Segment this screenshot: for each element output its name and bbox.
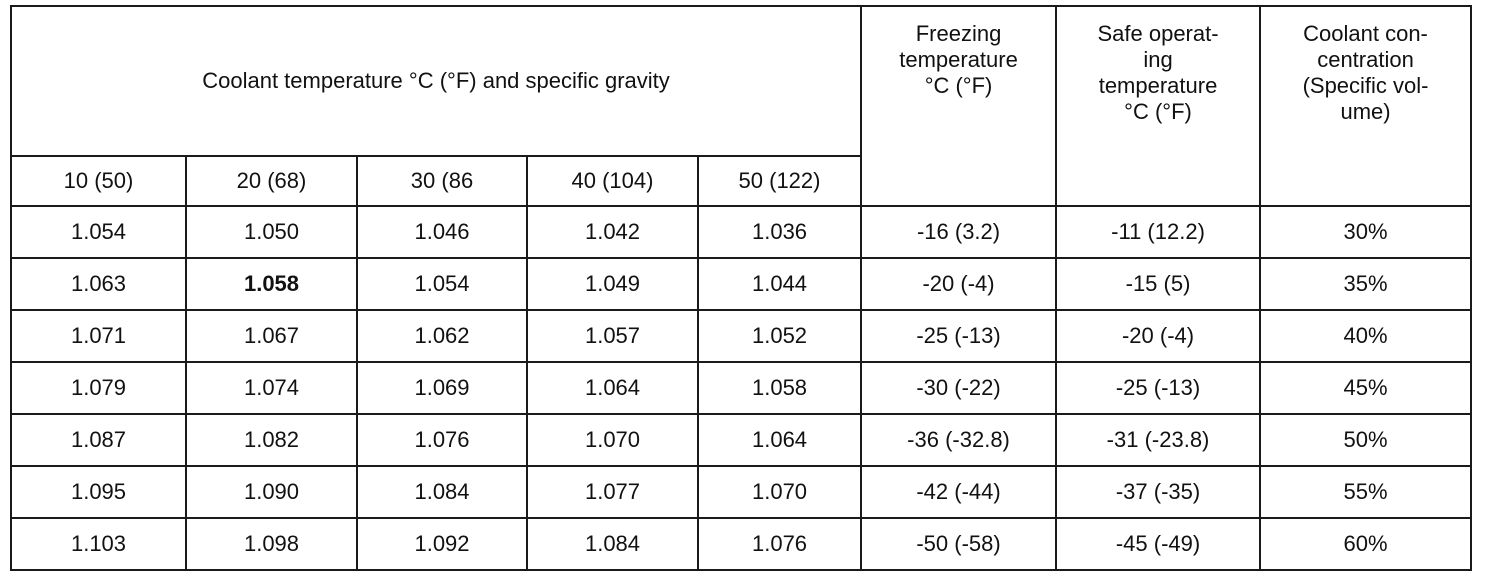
temperature-cell: 20 (68) <box>185 155 358 207</box>
specific-gravity-cell: 1.044 <box>696 257 863 311</box>
safe-operating-temperature-cell: -15 (5) <box>1055 257 1262 311</box>
specific-gravity-cell: 1.092 <box>356 517 528 571</box>
freezing-temperature-cell: -16 (3.2) <box>860 205 1058 259</box>
specific-gravity-cell: 1.054 <box>356 257 528 311</box>
coolant-table: Coolant temperature °C (°F) and specific… <box>9 5 1473 571</box>
header-safe-line: ing <box>1143 47 1173 72</box>
freezing-temperature-cell: -25 (-13) <box>860 309 1058 363</box>
safe-operating-temperature-cell: -45 (-49) <box>1055 517 1262 571</box>
temperature-cell: 10 (50) <box>10 155 187 207</box>
specific-gravity-cell: 1.084 <box>526 517 699 571</box>
specific-gravity-cell: 1.070 <box>526 413 699 467</box>
specific-gravity-cell: 1.052 <box>696 309 863 363</box>
safe-operating-temperature-cell: -25 (-13) <box>1055 361 1262 415</box>
concentration-cell: 40% <box>1259 309 1473 363</box>
specific-gravity-cell: 1.062 <box>356 309 528 363</box>
specific-gravity-cell: 1.046 <box>356 205 528 259</box>
specific-gravity-cell: 1.042 <box>526 205 699 259</box>
specific-gravity-cell: 1.087 <box>10 413 187 467</box>
table-row: 1.071 1.067 1.062 1.057 1.052 -25 (-13) -20 (-… <box>10 309 1473 363</box>
specific-gravity-cell: 1.098 <box>185 517 358 571</box>
specific-gravity-cell: 1.076 <box>356 413 528 467</box>
specific-gravity-cell: 1.057 <box>526 309 699 363</box>
header-safe-line: temperature <box>1098 73 1218 98</box>
specific-gravity-cell: 1.070 <box>696 465 863 519</box>
header-freezing-line: Freezing <box>915 21 1002 46</box>
specific-gravity-cell: 1.054 <box>10 205 187 259</box>
concentration-cell: 45% <box>1259 361 1473 415</box>
specific-gravity-cell: 1.103 <box>10 517 187 571</box>
concentration-cell: 30% <box>1259 205 1473 259</box>
concentration-cell: 60% <box>1259 517 1473 571</box>
specific-gravity-cell: 1.076 <box>696 517 863 571</box>
data-rows: 1.054 1.050 1.046 1.042 1.036 -16 (3.2) -11 (1… <box>10 205 1473 571</box>
specific-gravity-cell: 1.090 <box>185 465 358 519</box>
specific-gravity-cell: 1.071 <box>10 309 187 363</box>
table-row: 1.079 1.074 1.069 1.064 1.058 -30 (-22) -25 (-… <box>10 361 1473 415</box>
temperature-row: 10 (50) 20 (68) 30 (86 40 (104) 50 (122) <box>10 155 1471 207</box>
specific-gravity-cell: 1.077 <box>526 465 699 519</box>
header-safe-line: °C (°F) <box>1124 99 1192 124</box>
specific-gravity-cell: 1.058 <box>696 361 863 415</box>
table-row: 1.054 1.050 1.046 1.042 1.036 -16 (3.2) -11 (1… <box>10 205 1473 259</box>
specific-gravity-cell: 1.095 <box>10 465 187 519</box>
specific-gravity-cell: 1.049 <box>526 257 699 311</box>
specific-gravity-cell: 1.067 <box>185 309 358 363</box>
specific-gravity-cell: 1.079 <box>10 361 187 415</box>
specific-gravity-cell: 1.063 <box>10 257 187 311</box>
freezing-temperature-cell: -20 (-4) <box>860 257 1058 311</box>
specific-gravity-cell: 1.069 <box>356 361 528 415</box>
header-coolant-concentration: Coolant con- centration (Specific vol- u… <box>1259 5 1473 207</box>
temperature-cell: 50 (122) <box>696 155 863 207</box>
freezing-temperature-cell: -30 (-22) <box>860 361 1058 415</box>
header-concentration-line: (Specific vol- <box>1302 73 1429 98</box>
table-row: 1.103 1.098 1.092 1.084 1.076 -50 (-58) -45 (-… <box>10 517 1473 571</box>
safe-operating-temperature-cell: -31 (-23.8) <box>1055 413 1262 467</box>
header-freezing-temperature: Freezing temperature °C (°F) <box>860 5 1058 207</box>
specific-gravity-cell: 1.036 <box>696 205 863 259</box>
table-row: 1.063 1.058 1.054 1.049 1.044 -20 (-4) -15 (5)… <box>10 257 1473 311</box>
specific-gravity-cell: 1.064 <box>696 413 863 467</box>
header-row: Coolant temperature °C (°F) and specific… <box>9 5 1473 207</box>
safe-operating-temperature-cell: -11 (12.2) <box>1055 205 1262 259</box>
specific-gravity-cell: 1.050 <box>185 205 358 259</box>
freezing-temperature-cell: -42 (-44) <box>860 465 1058 519</box>
freezing-temperature-cell: -36 (-32.8) <box>860 413 1058 467</box>
safe-operating-temperature-cell: -37 (-35) <box>1055 465 1262 519</box>
concentration-cell: 50% <box>1259 413 1473 467</box>
header-concentration-line: centration <box>1317 47 1414 72</box>
table-row: 1.095 1.090 1.084 1.077 1.070 -42 (-44) -37 (-… <box>10 465 1473 519</box>
specific-gravity-cell: 1.082 <box>185 413 358 467</box>
header-freezing-line: °C (°F) <box>924 73 993 98</box>
table-row: 1.087 1.082 1.076 1.070 1.064 -36 (-32.8) -31 … <box>10 413 1473 467</box>
specific-gravity-cell: 1.084 <box>356 465 528 519</box>
safe-operating-temperature-cell: -20 (-4) <box>1055 309 1262 363</box>
temperature-cell: 40 (104) <box>526 155 699 207</box>
temperature-cell: 30 (86 <box>356 155 528 207</box>
header-freezing-line: temperature <box>899 47 1018 72</box>
header-safe-line: Safe operat- <box>1097 21 1219 46</box>
concentration-cell: 35% <box>1259 257 1473 311</box>
specific-gravity-cell: 1.058 <box>185 257 358 311</box>
header-concentration-line: Coolant con- <box>1303 21 1428 46</box>
header-safe-operating-temperature: Safe operat- ing temperature °C (°F) <box>1055 5 1262 207</box>
concentration-cell: 55% <box>1259 465 1473 519</box>
freezing-temperature-cell: -50 (-58) <box>860 517 1058 571</box>
specific-gravity-cell: 1.064 <box>526 361 699 415</box>
header-coolant-temperature: Coolant temperature °C (°F) and specific… <box>9 5 863 157</box>
header-concentration-line: ume) <box>1340 99 1391 124</box>
specific-gravity-cell: 1.074 <box>185 361 358 415</box>
